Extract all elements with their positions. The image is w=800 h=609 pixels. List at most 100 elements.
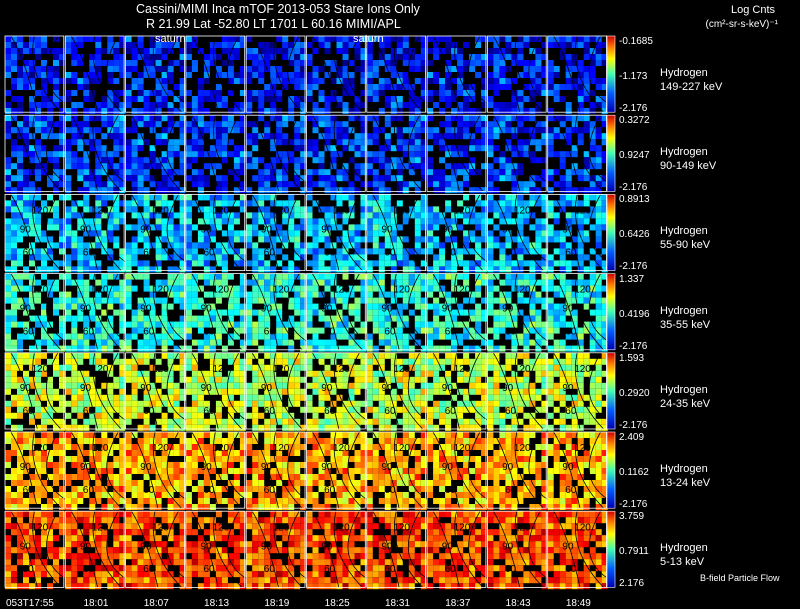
contour-line [394,194,423,271]
contour-label: 60 [324,247,336,258]
contour-label: 60 [565,327,577,338]
contour-line [432,273,460,350]
scale-min-value: -2.176 [619,182,648,194]
contour-line [213,194,243,271]
contour-line [191,273,219,350]
contour-label: 90 [382,225,394,236]
contour-label: 60 [324,564,336,575]
color-scale [606,273,616,351]
contour-line [251,114,279,192]
contour-label: 90 [562,304,574,315]
panel-frame [4,352,65,430]
contour-label: 60 [505,406,517,417]
contour-label: 90 [201,225,213,236]
heatmap-panel [306,114,387,194]
panel-frame [245,431,306,509]
contour-line [131,114,159,192]
contour-line [553,35,581,113]
contour-label: 60 [264,327,276,338]
contour-line [492,194,521,271]
panel-frame [426,273,487,351]
contour-line [372,114,400,192]
panel-frame [366,431,426,509]
contour-line [131,194,159,271]
contour-line [574,352,604,430]
contour-label: 60 [23,327,35,338]
panel-frame [125,352,185,430]
contour-label: 120 [92,364,109,375]
contour-line [454,511,484,588]
panel-frame [486,431,547,509]
contour-line [32,352,62,430]
panel-frame [125,510,185,588]
contour-line [92,115,122,192]
contour-label: 60 [23,564,35,575]
contour-line [588,115,628,192]
contour-label: 90 [201,304,213,315]
heatmap-panel [426,35,507,114]
contour-label: 90 [562,541,574,552]
panel-frame [125,35,185,113]
time-tick-label: 18:19 [264,598,290,609]
contour-line [92,352,122,430]
heatmap-panel [4,114,85,194]
contour-label: 120 [454,443,471,454]
heatmap-panel [64,35,145,114]
scale-max-value: 0.3272 [619,115,650,127]
contour-line [333,352,363,430]
contour-line [454,194,484,271]
contour-line [131,273,159,350]
contour-line [454,115,484,192]
contour-line [553,273,581,350]
contour-line [588,194,628,271]
contour-label: 120 [393,206,410,217]
contour-line [92,511,122,588]
contour-label: 90 [321,304,333,315]
contour-label: 90 [20,304,32,315]
heatmap-panel [486,35,567,114]
contour-line [553,431,581,509]
panel-frame [306,193,366,271]
panel-frame [426,35,487,113]
contour-line [312,194,340,271]
contour-line [191,114,219,192]
heatmap-panel [185,35,266,114]
contour-line [251,510,279,588]
row-energy-label: 90-149 keV [660,160,717,173]
row-energy-label: 5-13 keV [660,556,705,569]
contour-label: 120 [32,285,49,296]
panel-frame [426,431,487,509]
contour-label: 90 [140,383,152,394]
row-energy-label: 13-24 keV [660,477,711,489]
panel-frame [306,273,366,351]
contour-label: 120 [454,364,471,375]
panel-frame [245,35,306,113]
panel-frame [4,510,65,588]
contour-line [251,35,279,113]
panel-frame [245,193,306,271]
panel-frame [366,273,426,351]
contour-label: 120 [92,206,109,217]
contour-line [347,273,387,351]
contour-label: 120 [273,206,290,217]
heatmap-panel [185,114,266,194]
contour-label: 90 [502,541,514,552]
contour-line [226,115,266,192]
contour-label: 90 [201,541,213,552]
contour-label: 120 [454,285,471,296]
panel-frame [306,114,366,192]
scale-mid-value: 0.2920 [619,387,650,399]
contour-line [92,35,122,113]
contour-line [514,273,544,351]
contour-label: 120 [273,285,290,296]
contour-label: 90 [442,383,454,394]
contour-line [514,35,544,113]
contour-line [588,35,628,113]
